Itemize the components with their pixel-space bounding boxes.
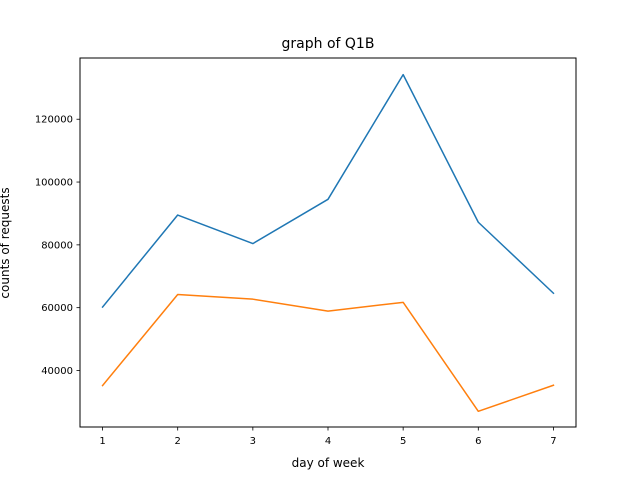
line-series-1 — [101, 73, 555, 309]
x-tick-label: 5 — [400, 436, 406, 447]
y-tick-label: 120000 — [35, 115, 73, 126]
x-tick-label: 4 — [325, 436, 331, 447]
line-series-2 — [101, 293, 555, 413]
x-tick-label: 6 — [475, 436, 481, 447]
x-tick-label: 3 — [250, 436, 256, 447]
chart-title: graph of Q1B — [282, 36, 375, 52]
y-axis-label: counts of requests — [0, 187, 12, 298]
series-layer — [101, 73, 555, 413]
x-tick-label: 2 — [175, 436, 181, 447]
y-tick-label: 100000 — [35, 178, 73, 189]
y-tick-label: 40000 — [41, 366, 73, 377]
y-axis-ticks: 40000 60000 80000 100000 120000 — [35, 115, 80, 377]
x-tick-label: 7 — [550, 436, 556, 447]
x-tick-label: 1 — [99, 436, 105, 447]
x-axis-ticks: 1 2 3 4 5 6 7 — [99, 427, 557, 447]
y-tick-label: 80000 — [41, 240, 73, 251]
y-tick-label: 60000 — [41, 303, 73, 314]
x-axis-label: day of week — [292, 456, 365, 470]
